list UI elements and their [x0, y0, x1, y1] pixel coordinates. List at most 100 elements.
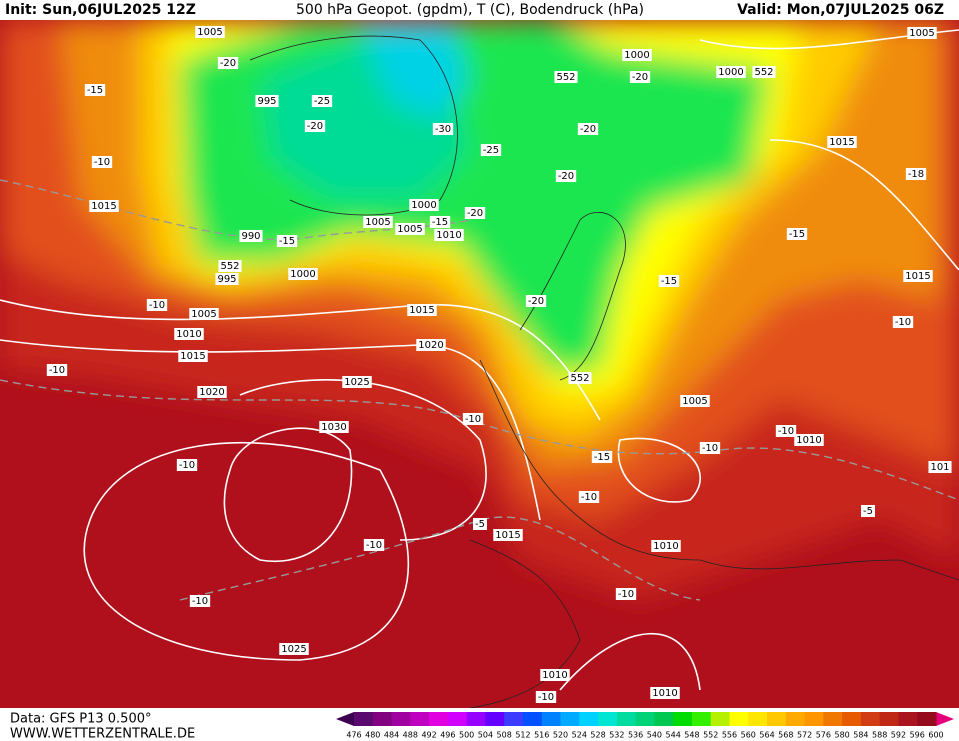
contour-label-text: 1010 — [652, 688, 677, 699]
contour-label: -20 — [217, 57, 239, 69]
contour-label-box — [680, 395, 710, 407]
contour-label: -15 — [84, 84, 106, 96]
contour-label: 552 — [752, 66, 776, 78]
contour-label-box — [535, 691, 557, 703]
contour-label: 1000 — [622, 49, 652, 61]
contour-label-text: 1015 — [180, 351, 205, 362]
colorbar-swatch — [729, 712, 749, 726]
contour-label-box — [716, 66, 746, 78]
colorbar-label: 516 — [534, 731, 549, 740]
colorbar-label: 560 — [741, 731, 756, 740]
contour-label: -20 — [555, 170, 577, 182]
contour-label-box — [218, 260, 242, 272]
colorbar-swatch — [879, 712, 899, 726]
colorbar-label: 492 — [421, 731, 436, 740]
contour-label: 552 — [554, 71, 578, 83]
colorbar-swatch — [860, 712, 881, 726]
contour-label-text: -15 — [789, 229, 805, 240]
colorbar-swatch — [673, 712, 693, 726]
colorbar-label: 596 — [910, 731, 925, 740]
colorbar-label: 536 — [628, 731, 643, 740]
contour-label-text: -10 — [149, 300, 165, 311]
contour-label-box — [892, 316, 914, 328]
contour-label-text: -10 — [366, 540, 382, 551]
contour-label-text: -10 — [581, 492, 597, 503]
contour-label-box — [615, 588, 637, 600]
contour-label-text: 1025 — [281, 644, 306, 655]
contour-label: 1015 — [178, 350, 208, 362]
colorbar-swatch — [917, 712, 937, 726]
contour-label-box — [239, 230, 263, 242]
contour-label: -15 — [429, 216, 451, 228]
colorbar-label: 508 — [497, 731, 512, 740]
colorbar-swatch — [391, 712, 411, 726]
colorbar-swatch — [410, 712, 430, 726]
contour-label-text: -20 — [558, 171, 574, 182]
colorbar-swatch — [504, 712, 524, 726]
contour-label-text: -20 — [220, 58, 236, 69]
contour-label-box — [395, 223, 425, 235]
contour-label: -10 — [462, 413, 484, 425]
contour-label-text: 1000 — [624, 50, 649, 61]
colorbar-label: 580 — [834, 731, 849, 740]
contour-label-box — [178, 350, 208, 362]
contour-label: 1010 — [650, 687, 680, 699]
contour-label: -10 — [91, 156, 113, 168]
contour-label: 101 — [928, 461, 952, 473]
init-time: Init: Sun,06JUL2025 12Z — [5, 2, 196, 18]
contour-label-text: 1010 — [176, 329, 201, 340]
contour-label-text: -5 — [863, 506, 873, 517]
colorbar-label: 592 — [891, 731, 906, 740]
contour-label: 552 — [568, 372, 592, 384]
contour-label-text: 1015 — [409, 305, 434, 316]
contour-label-box — [279, 643, 309, 655]
contour-label: -10 — [892, 316, 914, 328]
contour-label: 1015 — [903, 270, 933, 282]
contour-label-box — [84, 84, 106, 96]
colorbar-label: 480 — [365, 731, 380, 740]
contour-label-box — [197, 386, 227, 398]
contour-label-box — [91, 156, 113, 168]
contour-label: -18 — [905, 168, 927, 180]
colorbar-swatch — [785, 712, 806, 726]
contour-label-box — [591, 451, 613, 463]
colorbar-label: 528 — [590, 731, 605, 740]
contour-label-text: 101 — [930, 462, 949, 473]
contour-label: -10 — [189, 595, 211, 607]
contour-label-text: -10 — [192, 596, 208, 607]
contour-label: 995 — [255, 95, 279, 107]
contour-label-text: 1015 — [905, 271, 930, 282]
contour-label: 1005 — [195, 26, 225, 38]
contour-label-text: -15 — [279, 236, 295, 247]
colorbar-label: 584 — [853, 731, 868, 740]
contour-label: 1000 — [716, 66, 746, 78]
colorbar-swatch — [898, 712, 918, 726]
contour-label-box — [650, 687, 680, 699]
contour-label-text: 1015 — [829, 137, 854, 148]
contour-label: 1010 — [540, 669, 570, 681]
contour-label-text: -20 — [467, 208, 483, 219]
colorbar-label: 548 — [684, 731, 699, 740]
contour-label-text: -15 — [661, 276, 677, 287]
contour-label: -10 — [775, 425, 797, 437]
colorbar-label: 588 — [872, 731, 887, 740]
colorbar-swatch — [579, 712, 599, 726]
contour-label-box — [480, 144, 502, 156]
contour-label-box — [578, 491, 600, 503]
colorbar-label: 564 — [759, 731, 774, 740]
contour-label: 1020 — [416, 339, 446, 351]
contour-label: -25 — [480, 144, 502, 156]
coastlines — [249, 35, 959, 708]
colorbar-label: 500 — [459, 731, 474, 740]
colorbar-swatch — [541, 712, 562, 726]
contour-label-text: 1025 — [344, 377, 369, 388]
contour-label: 552 — [218, 260, 242, 272]
contour-label-text: -25 — [483, 145, 499, 156]
contour-label-text: 552 — [556, 72, 575, 83]
colorbar-label: 552 — [703, 731, 718, 740]
contour-label: -30 — [432, 123, 454, 135]
contour-label-box — [189, 308, 219, 320]
site-name: WWW.WETTERZENTRALE.DE — [10, 727, 195, 741]
contour-label-box — [311, 95, 333, 107]
